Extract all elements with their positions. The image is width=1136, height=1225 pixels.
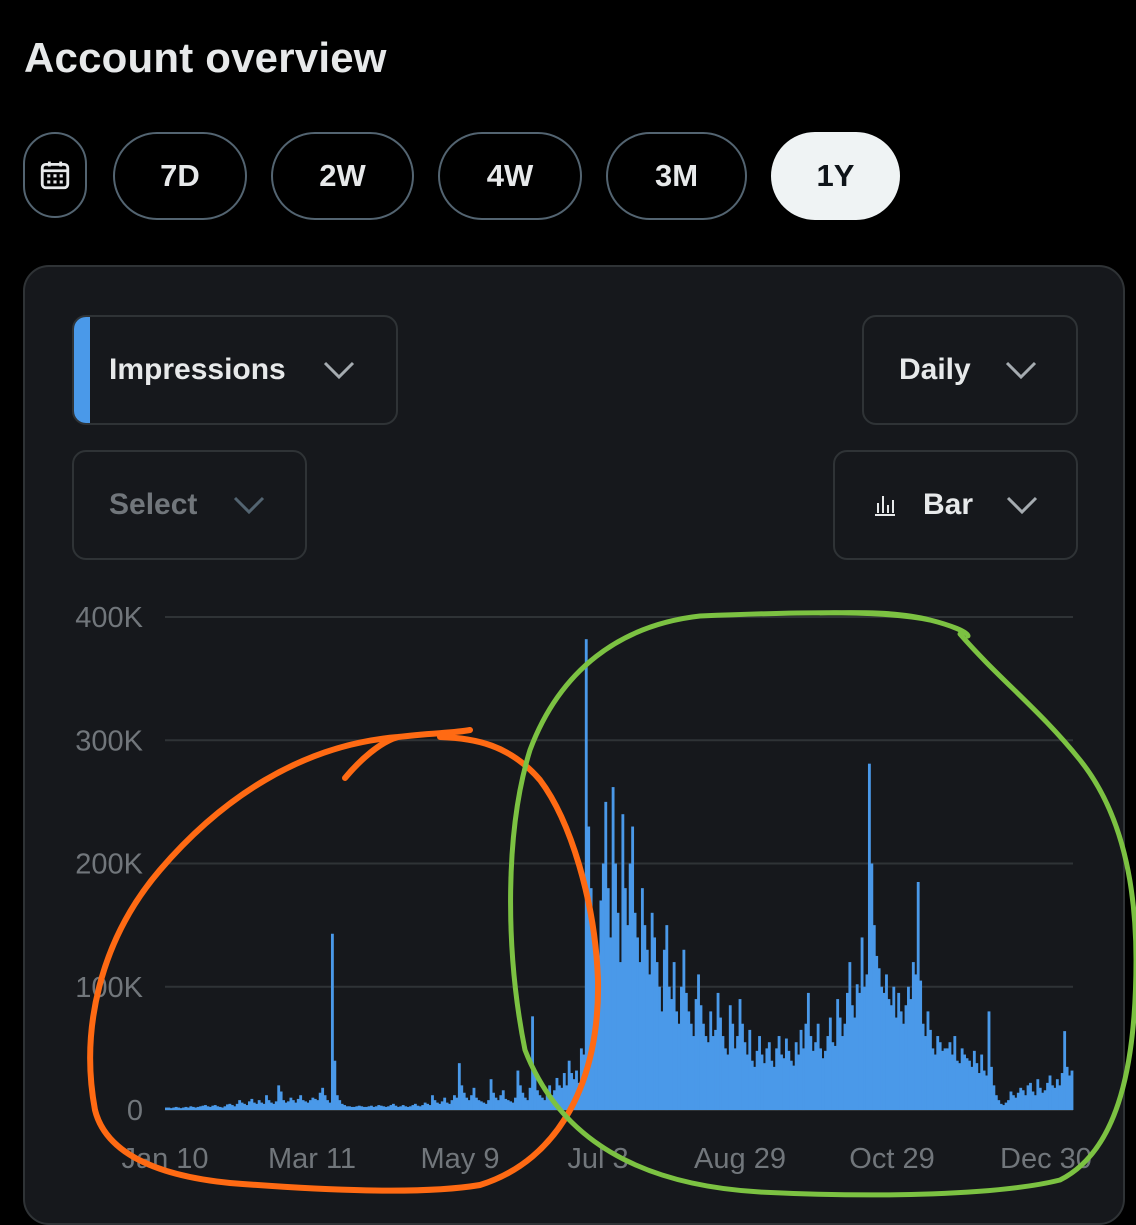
interval-label: Daily [899,353,971,386]
range-1y-button[interactable]: 1Y [771,132,900,220]
calendar-button[interactable] [23,132,87,218]
chevron-down-icon [233,496,265,515]
interval-dropdown[interactable]: Daily [862,315,1078,425]
bar-chart-icon [875,496,895,516]
calendar-icon [40,161,70,190]
compare-dropdown[interactable]: Select [72,450,307,560]
range-7d-button[interactable]: 7D [113,132,247,220]
chart-card: Impressions Daily Select Bar [23,265,1125,1225]
page-title: Account overview [24,34,387,81]
chevron-down-icon [1005,361,1037,380]
chevron-down-icon [323,361,355,380]
chart-type-label: Bar [923,488,974,521]
metric-dropdown[interactable]: Impressions [72,315,398,425]
chart-type-dropdown[interactable]: Bar [833,450,1078,560]
metric-label: Impressions [109,353,286,386]
range-2w-button[interactable]: 2W [271,132,414,220]
metric-color-swatch [74,317,90,423]
compare-placeholder: Select [109,488,198,521]
chevron-down-icon [1006,496,1038,515]
range-4w-button[interactable]: 4W [438,132,582,220]
range-3m-button[interactable]: 3M [606,132,747,220]
